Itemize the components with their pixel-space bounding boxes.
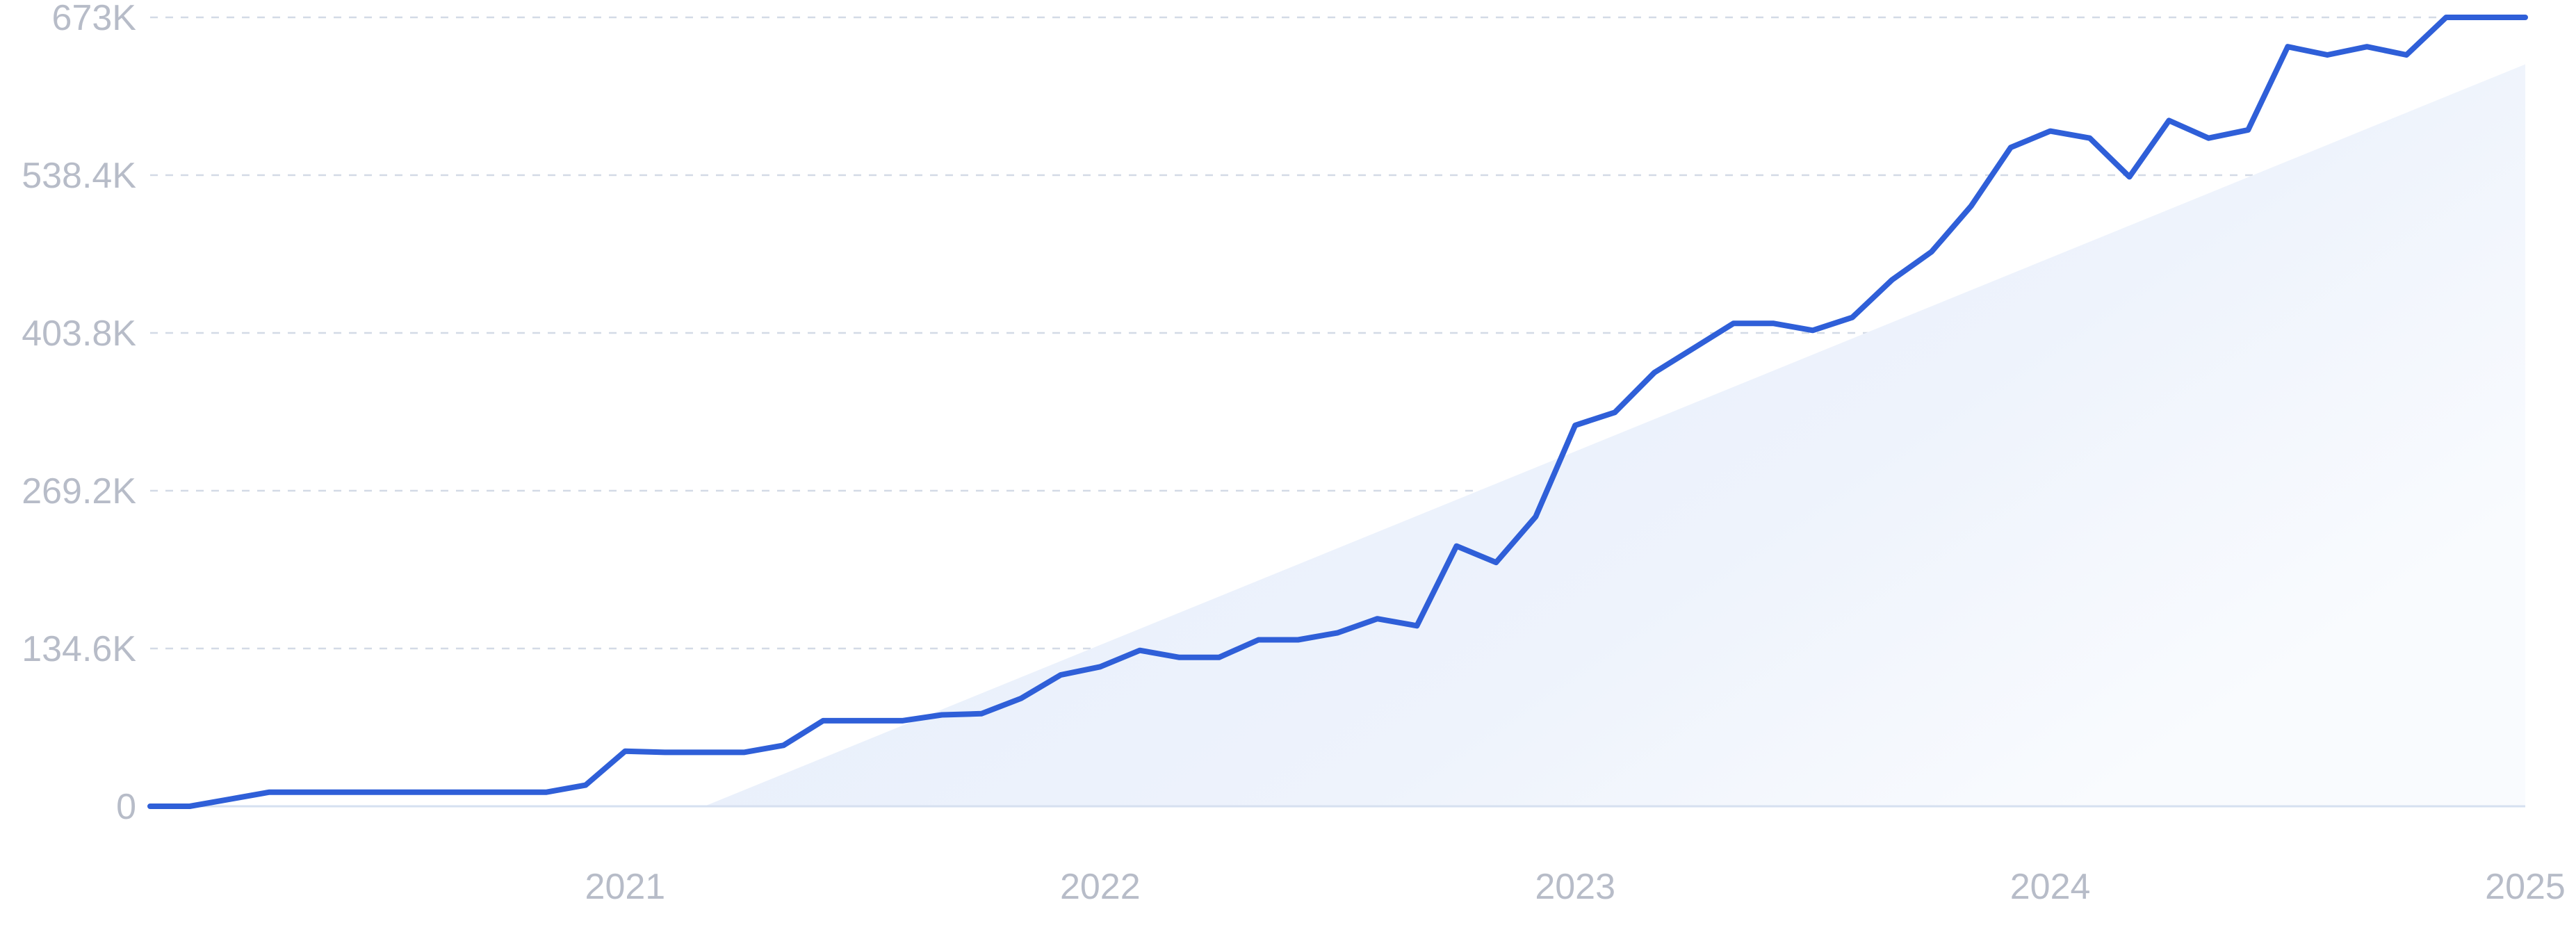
x-tick-label: 2025 xyxy=(2485,867,2566,907)
series-line xyxy=(147,15,2528,809)
x-tick-label: 2021 xyxy=(585,867,666,907)
y-tick-label: 134.6K xyxy=(22,629,136,669)
y-tick-label: 673K xyxy=(52,0,137,38)
series-line-layer xyxy=(147,15,2528,809)
axis-layer: 0 134.6K 269.2K 403.8K 538.4K 673K 2021 2022 202… xyxy=(22,0,2566,907)
x-tick-label: 2022 xyxy=(1060,867,1141,907)
trend-area xyxy=(704,64,2525,807)
y-tick-label: 0 xyxy=(116,787,136,827)
trend-area-layer xyxy=(704,64,2525,807)
x-tick-label: 2024 xyxy=(2010,867,2091,907)
x-tick-label: 2023 xyxy=(1535,867,1615,907)
y-tick-label: 269.2K xyxy=(22,471,136,512)
y-tick-label: 538.4K xyxy=(22,156,136,196)
y-tick-label: 403.8K xyxy=(22,313,136,354)
